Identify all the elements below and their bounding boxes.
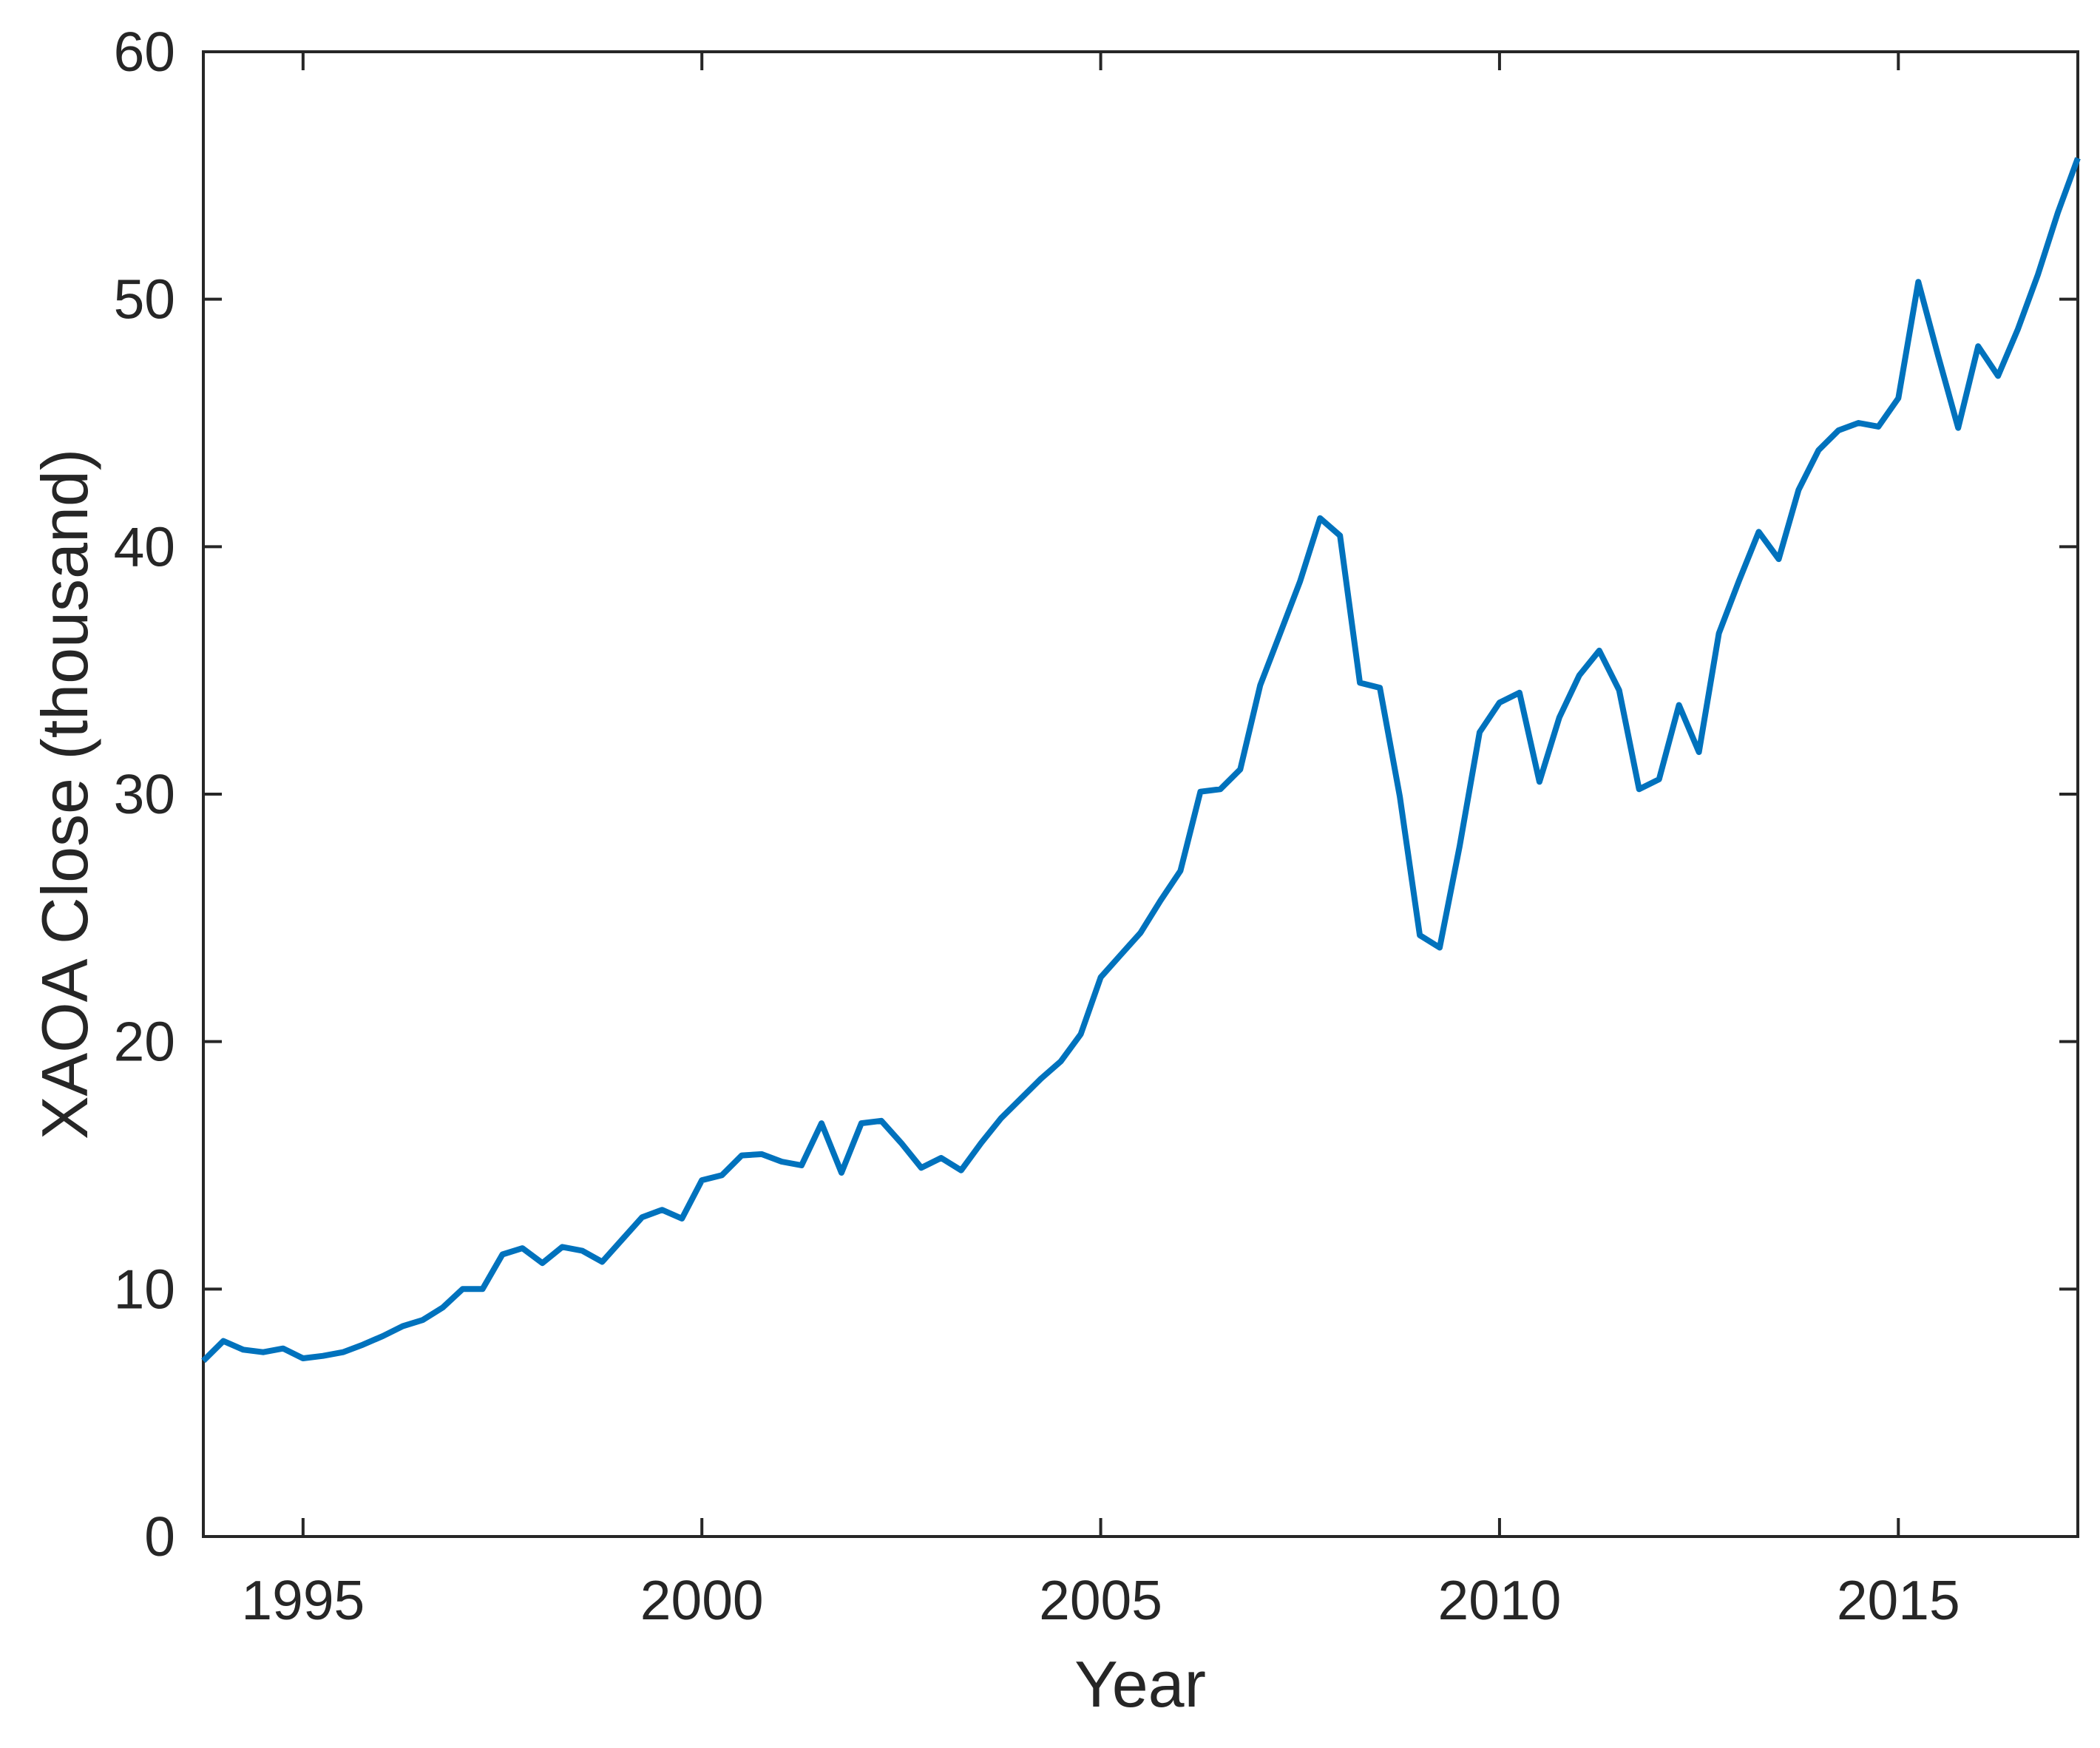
y-tick-label: 60: [114, 21, 175, 83]
x-tick-label: 2000: [640, 1569, 764, 1631]
y-tick-label: 20: [114, 1011, 175, 1073]
y-tick-label: 0: [144, 1505, 175, 1568]
y-tick-label: 30: [114, 763, 175, 825]
x-tick-label: 2010: [1437, 1569, 1561, 1631]
y-axis-label: XAOA Close (thousand): [28, 448, 101, 1140]
x-tick-label: 2015: [1837, 1569, 1960, 1631]
y-tick-label: 10: [114, 1258, 175, 1320]
x-tick-label: 1995: [241, 1569, 365, 1631]
x-axis-label: Year: [1074, 1647, 1206, 1721]
x-tick-label: 2005: [1039, 1569, 1162, 1631]
y-tick-label: 50: [114, 268, 175, 331]
y-tick-label: 40: [114, 515, 175, 577]
series-line: [201, 157, 2081, 1363]
